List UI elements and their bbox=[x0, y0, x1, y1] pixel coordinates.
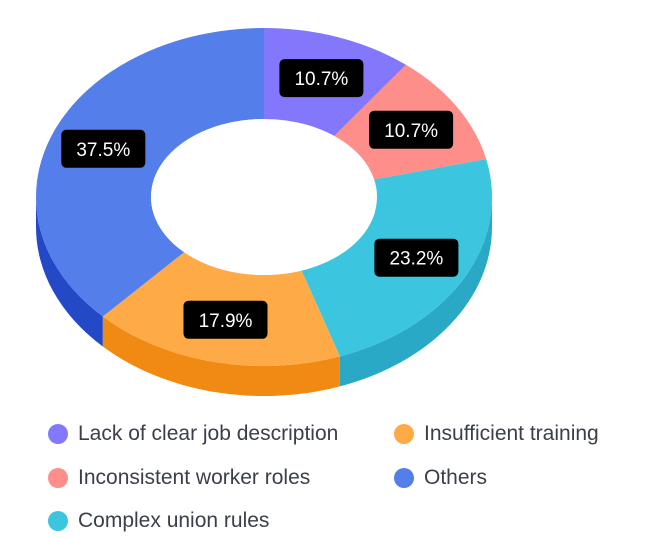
data-label-box bbox=[183, 300, 268, 339]
legend-swatch bbox=[394, 424, 414, 444]
legend-label: Inconsistent worker roles bbox=[78, 466, 311, 489]
data-labels: 10.7% 10.7% 23.2% 17.9% 37.5% bbox=[61, 59, 459, 339]
data-label-text: 10.7% bbox=[294, 69, 348, 90]
data-label-insufficient-training: 17.9% bbox=[183, 300, 268, 339]
donut-hole bbox=[151, 119, 377, 275]
legend-item-insufficient-training[interactable]: Insufficient training bbox=[394, 422, 599, 446]
legend-label: Others bbox=[424, 466, 488, 489]
legend-label: Lack of clear job description bbox=[78, 422, 339, 445]
data-label-text: 23.2% bbox=[389, 249, 443, 270]
legend-swatch bbox=[48, 468, 68, 488]
data-label-box bbox=[374, 238, 459, 277]
data-label-box bbox=[369, 110, 454, 149]
legend-item-others[interactable]: Others bbox=[394, 466, 487, 490]
legend-label: Complex union rules bbox=[78, 509, 270, 532]
legend-swatch bbox=[48, 511, 68, 531]
data-label-text: 17.9% bbox=[199, 311, 253, 332]
legend-item-inconsistent-worker-roles[interactable]: Inconsistent worker roles bbox=[48, 466, 310, 490]
slice-others[interactable] bbox=[36, 28, 265, 317]
slice-side-insufficient-training bbox=[102, 316, 340, 397]
donut-chart: 10.7% 10.7% 23.2% 17.9% 37.5% bbox=[36, 28, 493, 397]
legend-item-complex-union-rules[interactable]: Complex union rules bbox=[48, 509, 269, 533]
data-label-box bbox=[279, 59, 364, 98]
slice-side-complex-union-rules bbox=[339, 197, 492, 387]
slice-sides bbox=[36, 197, 492, 397]
data-label-inconsistent-worker-roles: 10.7% bbox=[369, 110, 454, 149]
legend-swatch bbox=[48, 424, 68, 444]
legend-swatch bbox=[394, 468, 414, 488]
data-label-others: 37.5% bbox=[61, 129, 146, 168]
data-label-text: 10.7% bbox=[384, 121, 438, 142]
slice-side-others bbox=[36, 197, 103, 347]
data-label-lack-of-clear-job-description: 10.7% bbox=[279, 59, 364, 98]
legend-label: Insufficient training bbox=[424, 422, 599, 445]
legend-item-lack-of-clear-job-description[interactable]: Lack of clear job description bbox=[48, 422, 338, 446]
data-label-box bbox=[61, 129, 146, 168]
data-label-text: 37.5% bbox=[76, 140, 130, 161]
data-label-complex-union-rules: 23.2% bbox=[374, 238, 459, 277]
